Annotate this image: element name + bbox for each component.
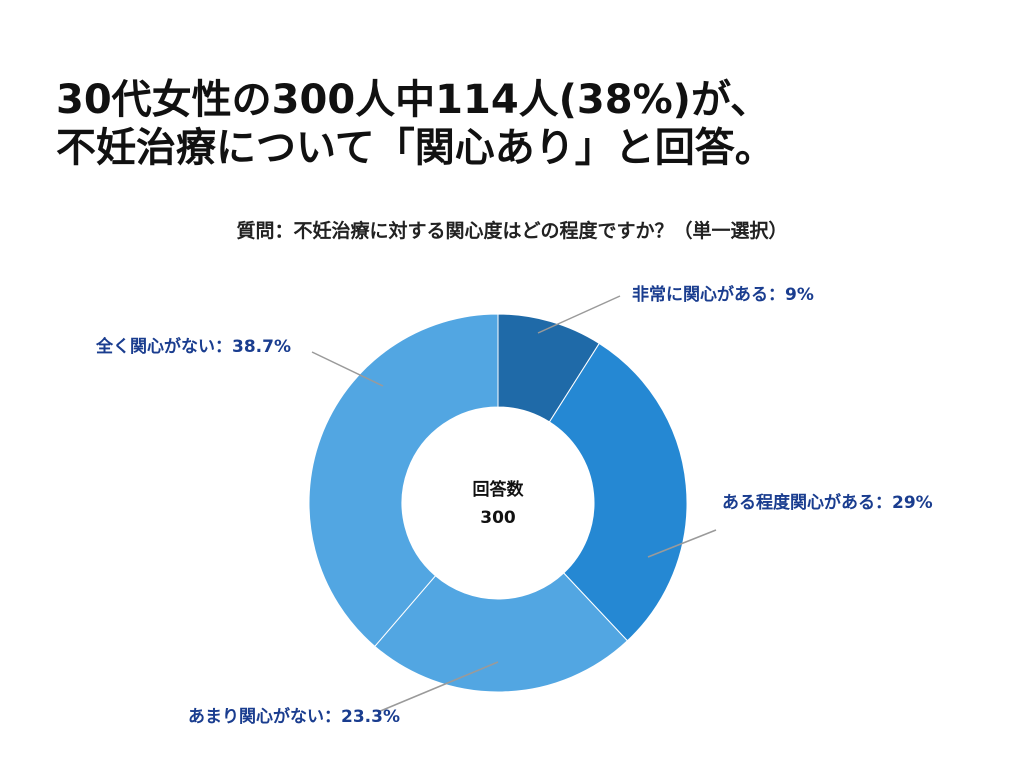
leader-line-2 — [647, 529, 717, 558]
question-text: 質問：不妊治療に対する関心度はどの程度ですか？（単一選択） — [236, 220, 788, 242]
labels-group: 非常に関心がある：9% ある程度関心がある：29% あまり関心がない：23.3% 全く… — [95, 284, 933, 727]
slice-label-1: 非常に関心がある：9% — [632, 284, 814, 305]
slice-label-3: あまり関心がない：23.3% — [188, 706, 400, 727]
center-label: 回答数 — [473, 479, 525, 500]
donut-slice-2 — [548, 342, 688, 642]
leader-line-4 — [311, 351, 384, 387]
donut-slice-4 — [308, 313, 499, 648]
headline: 30代女性の300人中114人(38%)が、 不妊治療について「関心あり」と回答… — [56, 76, 775, 172]
slice-label-4: 全く関心がない：38.7% — [95, 336, 291, 357]
headline-line-1: 30代女性の300人中114人(38%)が、 — [56, 77, 771, 123]
leader-lines-group — [311, 295, 717, 713]
center-value: 300 — [480, 508, 516, 528]
headline-line-2: 不妊治療について「関心あり」と回答。 — [56, 125, 775, 171]
donut-slice-3 — [374, 572, 629, 693]
slices-group — [308, 313, 688, 693]
leader-line-1 — [537, 295, 621, 334]
leader-line-3 — [377, 661, 499, 713]
slice-label-2: ある程度関心がある：29% — [722, 492, 933, 513]
